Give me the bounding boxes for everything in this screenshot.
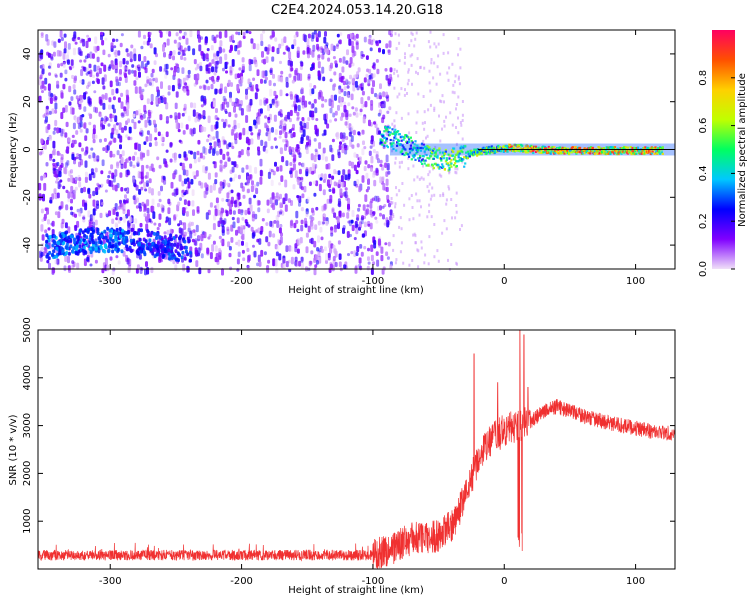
colorbar-tick-label: 0.6 — [698, 118, 709, 134]
spectrogram-y-tick-label: -40 — [22, 237, 33, 253]
snr-y-tick-label: 5000 — [22, 317, 33, 342]
spectrogram-x-ticks: -300 -200 -100 0 100 — [99, 30, 645, 287]
snr-plot-area — [38, 330, 675, 569]
figure-title: C2E4.2024.053.14.20.G18 — [271, 3, 443, 18]
snr-panel: -300 -200 -100 0 100 1000 2000 3000 4000 5000 He… — [8, 317, 676, 596]
spectrogram-x-label: Height of straight line (km) — [288, 285, 424, 296]
snr-x-tick-label: 100 — [626, 576, 645, 587]
snr-y-ticks: 1000 2000 3000 4000 5000 — [22, 317, 675, 534]
spectrogram-track — [379, 125, 675, 172]
spectrogram-x-tick-label: 0 — [501, 276, 507, 287]
snr-x-ticks: -300 -200 -100 0 100 — [99, 330, 645, 587]
snr-series-line — [38, 330, 675, 569]
snr-x-tick-label: -300 — [99, 576, 122, 587]
snr-frame — [37, 329, 676, 570]
colorbar-label: Normalized spectral amplitude — [737, 73, 748, 227]
snr-x-tick-label: 0 — [501, 576, 507, 587]
snr-y-tick-label: 3000 — [22, 413, 33, 438]
spectrogram-y-tick-label: -20 — [22, 189, 33, 205]
spectrogram-y-label: Frequency (Hz) — [8, 112, 19, 188]
spectrogram-x-tick-label: 100 — [626, 276, 645, 287]
snr-y-tick-label: 1000 — [22, 508, 33, 533]
colorbar-tick-label: 0.4 — [698, 165, 709, 181]
spectrogram-x-tick-label: -200 — [230, 276, 253, 287]
snr-y-label: SNR (10 * v/v) — [8, 414, 19, 485]
spectrogram-x-tick-label: -300 — [99, 276, 122, 287]
snr-x-label: Height of straight line (km) — [288, 585, 424, 596]
snr-y-tick-label: 2000 — [22, 461, 33, 486]
spectrogram-y-ticks: -40 -20 0 20 40 — [22, 48, 675, 253]
spectrogram-y-tick-label: 40 — [22, 48, 33, 61]
spectrogram-y-tick-label: 20 — [22, 95, 33, 108]
colorbar-tick-label: 0.2 — [698, 213, 709, 229]
spectrogram-y-tick-label: 0 — [22, 146, 33, 152]
colorbar: 0.0 0.2 0.4 0.6 0.8 Normalized spectral ampl… — [698, 30, 748, 277]
colorbar-gradient — [712, 30, 735, 269]
colorbar-tick-label: 0.8 — [698, 70, 709, 86]
snr-y-tick-label: 4000 — [22, 365, 33, 390]
colorbar-ticks: 0.0 0.2 0.4 0.6 0.8 — [698, 70, 735, 277]
spectrogram-cells — [38, 30, 464, 276]
snr-x-tick-label: -200 — [230, 576, 253, 587]
spectrogram-x-tick-label: -100 — [362, 276, 385, 287]
colorbar-tick-label: 0.0 — [698, 261, 709, 277]
snr-x-tick-label: -100 — [362, 576, 385, 587]
